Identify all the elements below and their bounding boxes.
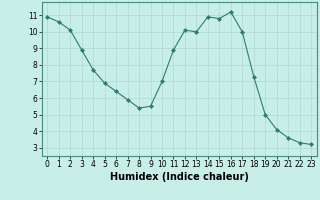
- X-axis label: Humidex (Indice chaleur): Humidex (Indice chaleur): [110, 172, 249, 182]
